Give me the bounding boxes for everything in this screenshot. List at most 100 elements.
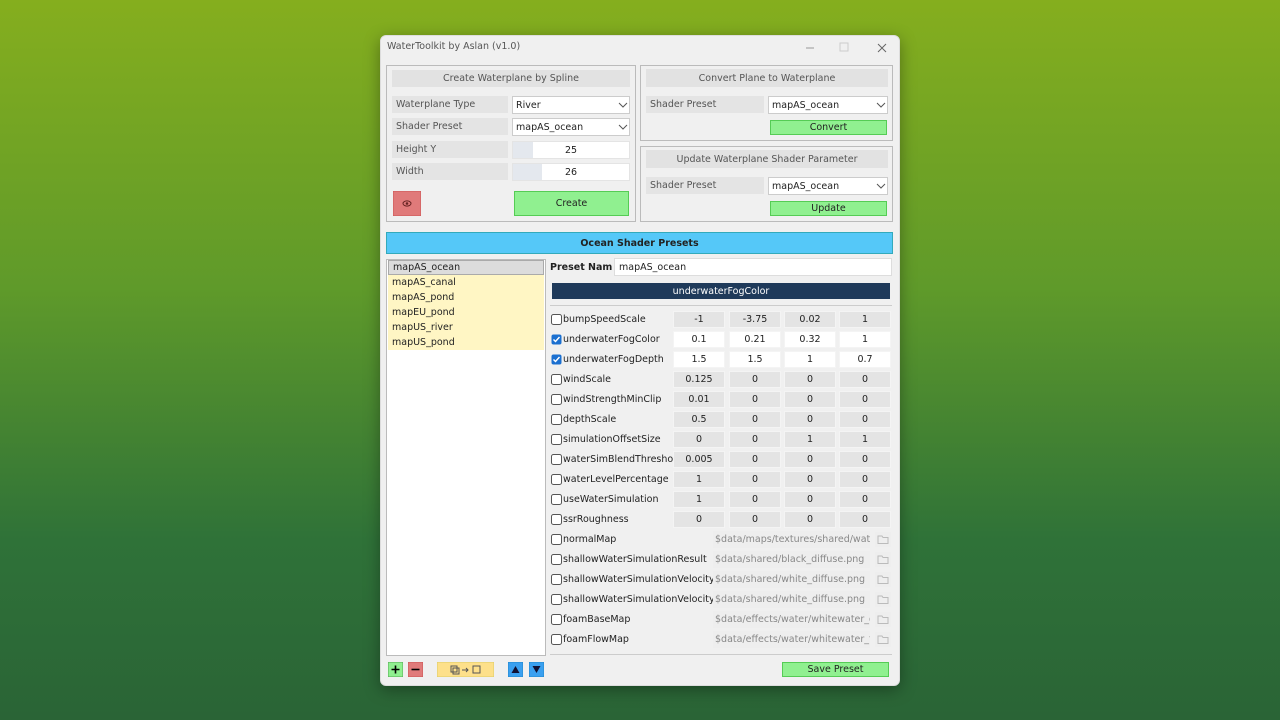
param-value[interactable]: 1.5 <box>673 351 725 368</box>
dropdown[interactable]: mapAS_ocean <box>768 96 888 114</box>
checkbox[interactable] <box>551 474 562 485</box>
update-button[interactable]: Update <box>770 201 887 216</box>
checkbox[interactable] <box>551 454 562 465</box>
preset-name-input[interactable]: mapAS_ocean <box>614 258 892 276</box>
param-value[interactable]: 0 <box>839 511 891 528</box>
param-value[interactable]: 0 <box>839 491 891 508</box>
param-value[interactable]: 0 <box>784 511 836 528</box>
dropdown-arrow <box>876 101 886 109</box>
param-value[interactable]: 0 <box>729 431 781 448</box>
param-value[interactable]: 1 <box>784 351 836 368</box>
save-button[interactable]: Save Preset <box>782 662 889 677</box>
folder-button[interactable] <box>875 532 891 547</box>
add-button[interactable] <box>387 661 404 678</box>
param-value[interactable]: 0.02 <box>784 311 836 328</box>
checkbox[interactable] <box>551 634 562 645</box>
param-value[interactable]: 0 <box>729 411 781 428</box>
texture-name: normalMap <box>563 534 617 545</box>
param-value[interactable]: 0.01 <box>673 391 725 408</box>
checkbox[interactable] <box>551 594 562 605</box>
param-value[interactable]: 0.21 <box>729 331 781 348</box>
param-value[interactable]: 0 <box>784 491 836 508</box>
checkbox[interactable] <box>551 334 562 345</box>
preset-item[interactable]: mapAS_ocean <box>388 260 544 275</box>
convert-button[interactable]: Convert <box>770 120 887 135</box>
texture-path[interactable]: $data/effects/water/whitewater_diffu <box>713 611 870 628</box>
param-value[interactable]: 1 <box>673 491 725 508</box>
field-label: Shader Preset <box>392 118 508 135</box>
param-value[interactable]: 0 <box>784 371 836 388</box>
checkbox[interactable] <box>551 614 562 625</box>
texture-path[interactable]: $data/effects/water/whitewater_flow <box>713 631 870 648</box>
folder-button[interactable] <box>875 592 891 607</box>
window-controls[interactable] <box>801 38 891 58</box>
dropdown[interactable]: River <box>512 96 630 114</box>
checkbox[interactable] <box>551 534 562 545</box>
duplicate-button[interactable] <box>436 661 495 678</box>
texture-path[interactable]: $data/shared/white_diffuse.png <box>713 591 870 608</box>
checkbox[interactable] <box>551 514 562 525</box>
param-value[interactable]: 0 <box>784 471 836 488</box>
preset-item[interactable]: mapAS_canal <box>388 275 544 290</box>
param-value[interactable]: 1 <box>839 431 891 448</box>
checkbox[interactable] <box>551 574 562 585</box>
remove-button[interactable] <box>407 661 424 678</box>
preset-item[interactable]: mapUS_pond <box>388 335 544 350</box>
checkbox[interactable] <box>551 434 562 445</box>
slider-field[interactable] <box>512 141 630 159</box>
param-value[interactable]: -3.75 <box>729 311 781 328</box>
preset-item[interactable]: mapEU_pond <box>388 305 544 320</box>
param-value[interactable]: 0 <box>729 511 781 528</box>
checkbox[interactable] <box>551 314 562 325</box>
checkbox[interactable] <box>551 354 562 365</box>
create-button[interactable]: Create <box>514 191 629 216</box>
param-value[interactable]: 0 <box>839 391 891 408</box>
param-value[interactable]: 1 <box>839 331 891 348</box>
folder-button[interactable] <box>875 572 891 587</box>
param-value[interactable]: 0 <box>729 471 781 488</box>
preset-item[interactable]: mapUS_river <box>388 320 544 335</box>
checkbox[interactable] <box>551 494 562 505</box>
param-value[interactable]: 0 <box>784 411 836 428</box>
checkbox[interactable] <box>551 394 562 405</box>
param-value[interactable]: 1 <box>839 311 891 328</box>
folder-button[interactable] <box>875 632 891 647</box>
param-value[interactable]: 1 <box>673 471 725 488</box>
param-value[interactable]: -1 <box>673 311 725 328</box>
dropdown[interactable]: mapAS_ocean <box>512 118 630 136</box>
param-value[interactable]: 0 <box>839 471 891 488</box>
param-value[interactable]: 0 <box>839 451 891 468</box>
texture-path[interactable]: $data/shared/black_diffuse.png <box>713 551 870 568</box>
param-value[interactable]: 0 <box>784 391 836 408</box>
param-value[interactable]: 0 <box>673 431 725 448</box>
param-value[interactable]: 0 <box>729 391 781 408</box>
param-value[interactable]: 0.7 <box>839 351 891 368</box>
move-up-button[interactable] <box>507 661 524 678</box>
checkbox[interactable] <box>551 414 562 425</box>
texture-name: shallowWaterSimulationVelocityU <box>563 574 713 585</box>
param-value[interactable]: 0.005 <box>673 451 725 468</box>
texture-path[interactable]: $data/maps/textures/shared/water_r <box>713 531 870 548</box>
checkbox[interactable] <box>551 554 562 565</box>
param-value[interactable]: 0 <box>839 411 891 428</box>
param-value[interactable]: 0 <box>784 451 836 468</box>
checkbox[interactable] <box>551 374 562 385</box>
eye-button[interactable] <box>392 190 422 217</box>
param-value[interactable]: 0 <box>839 371 891 388</box>
param-value[interactable]: 1.5 <box>729 351 781 368</box>
param-value[interactable]: 0.1 <box>673 331 725 348</box>
param-value[interactable]: 1 <box>784 431 836 448</box>
param-value[interactable]: 0.125 <box>673 371 725 388</box>
folder-button[interactable] <box>875 612 891 627</box>
param-value[interactable]: 0 <box>729 491 781 508</box>
param-value[interactable]: 0.32 <box>784 331 836 348</box>
param-value[interactable]: 0 <box>673 511 725 528</box>
move-down-button[interactable] <box>528 661 545 678</box>
texture-path[interactable]: $data/shared/white_diffuse.png <box>713 571 870 588</box>
param-value[interactable]: 0 <box>729 371 781 388</box>
param-value[interactable]: 0.5 <box>673 411 725 428</box>
dropdown[interactable]: mapAS_ocean <box>768 177 888 195</box>
folder-button[interactable] <box>875 552 891 567</box>
preset-item[interactable]: mapAS_pond <box>388 290 544 305</box>
param-value[interactable]: 0 <box>729 451 781 468</box>
